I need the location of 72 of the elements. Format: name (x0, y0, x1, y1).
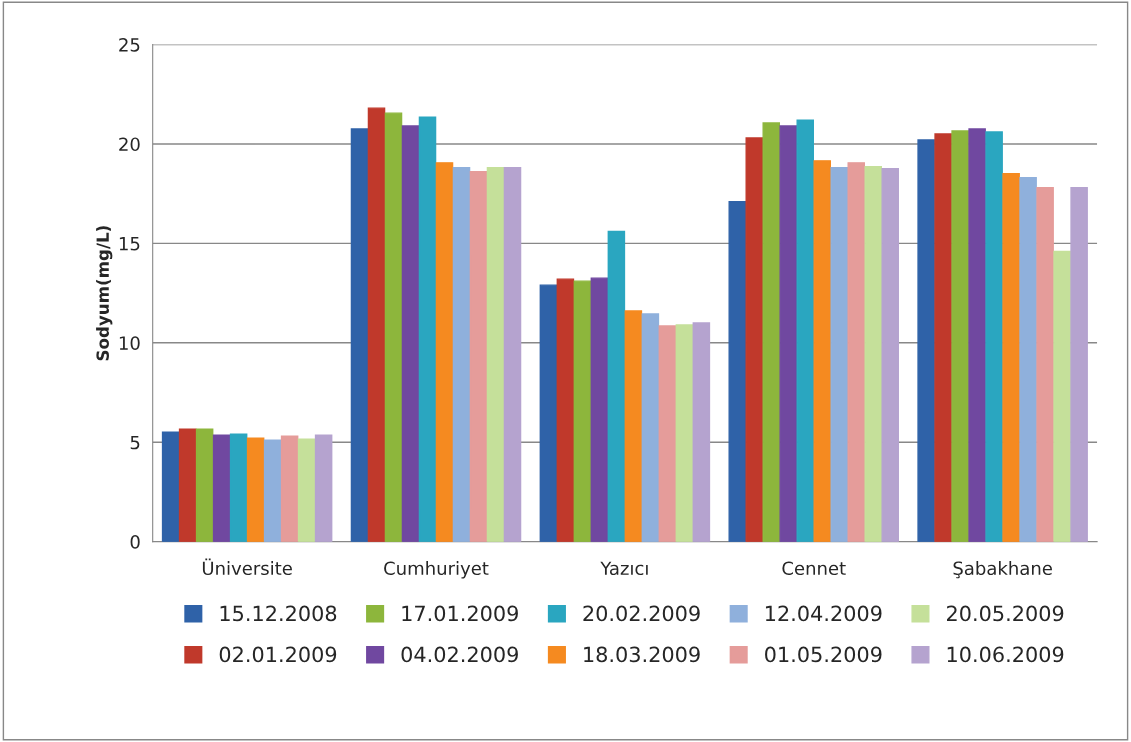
bar (641, 313, 660, 542)
bar (607, 230, 626, 542)
x-tick-label: Şabakhane (953, 561, 1052, 579)
bar (1019, 177, 1037, 542)
bar (968, 128, 986, 542)
legend-label: 20.02.2009 (583, 605, 700, 622)
bar (847, 162, 866, 542)
bar (675, 324, 694, 542)
bar (1002, 173, 1020, 542)
bar (384, 112, 403, 542)
bar (779, 125, 798, 542)
bar (762, 122, 781, 542)
bar (830, 167, 849, 542)
bar (350, 128, 369, 542)
bar (435, 162, 454, 542)
bar (297, 438, 316, 542)
legend-label: 04.02.2009 (401, 646, 518, 663)
bar (401, 125, 420, 542)
bar (985, 131, 1003, 542)
bar (556, 278, 575, 542)
y-tick-label: 15 (119, 237, 140, 251)
legend-label: 18.03.2009 (584, 646, 700, 663)
bar (246, 437, 265, 542)
y-tick-label: 5 (130, 435, 140, 450)
x-tick-label: Üniversite (202, 558, 292, 576)
legend-label: 20.05.2009 (947, 605, 1064, 622)
bar (624, 310, 643, 542)
bar (503, 167, 522, 542)
bar (745, 137, 764, 542)
legend-label: 17.01.2009 (402, 605, 518, 622)
bar (486, 167, 505, 542)
bar (469, 171, 488, 542)
bar (161, 431, 180, 542)
bar (692, 322, 711, 542)
bar (573, 280, 592, 542)
y-tick-label: 20 (119, 137, 140, 152)
bar (178, 428, 197, 542)
bar (263, 439, 282, 542)
bar (796, 119, 815, 542)
legend-label: 01.05.2009 (765, 646, 882, 663)
x-tick-label: Yazıcı (600, 561, 648, 576)
bar (452, 167, 471, 542)
bar (934, 133, 952, 542)
bar (658, 325, 677, 542)
bar (728, 200, 747, 542)
y-axis-title: Sodyum(mg/L) (96, 226, 113, 361)
bar (314, 434, 333, 542)
bar (951, 130, 969, 542)
bar (229, 433, 248, 542)
bar (590, 277, 609, 542)
legend-label: 12.04.2009 (765, 605, 882, 622)
legend-label: 15.12.2008 (220, 605, 337, 622)
bar (212, 434, 231, 542)
bar (864, 166, 883, 542)
x-tick-label: Cennet (782, 561, 846, 576)
bar (1036, 187, 1054, 542)
x-tick-label: Cumhuriyet (384, 561, 489, 579)
bar (813, 160, 832, 542)
bar (367, 107, 386, 542)
bar (881, 168, 900, 542)
bar (195, 428, 214, 542)
y-tick-label: 10 (119, 336, 140, 350)
bar (1053, 250, 1071, 542)
bar (280, 435, 299, 542)
bar (917, 139, 935, 542)
y-tick-label: 0 (130, 535, 140, 549)
bar (418, 116, 437, 542)
legend-label: 02.01.2009 (219, 646, 337, 663)
legend-label: 10.06.2009 (947, 646, 1064, 663)
bar (539, 284, 558, 542)
bar (1070, 187, 1088, 542)
y-tick-label: 25 (119, 37, 140, 52)
